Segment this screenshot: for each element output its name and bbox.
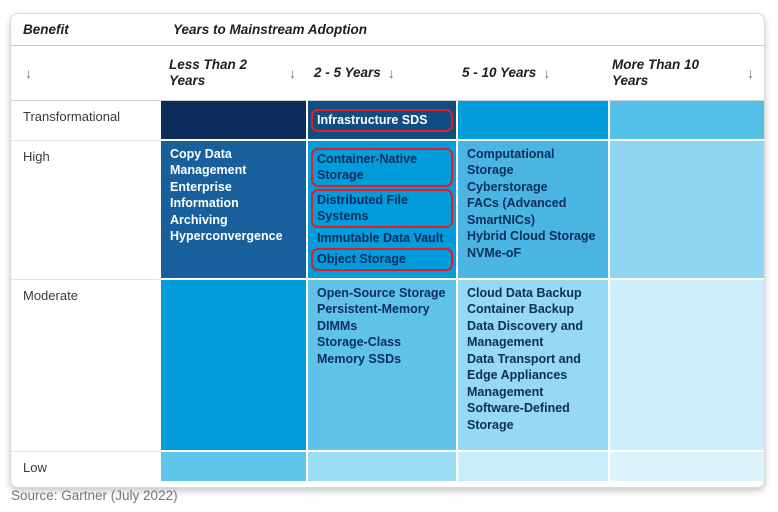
column-header-5-10-years: 5 - 10 Years ↓ bbox=[454, 46, 604, 100]
tech-item-object-storage-highlighted: Object Storage bbox=[311, 248, 453, 271]
row-label-transformational: Transformational bbox=[11, 101, 159, 139]
tech-item: Open-Source Storage bbox=[317, 285, 446, 300]
adoption-matrix-card: Benefit Years to Mainstream Adoption ↓ L… bbox=[10, 13, 765, 488]
matrix-row-moderate: Moderate Open-Source Storage Persistent-… bbox=[11, 277, 764, 450]
cell-low-less-than-2-years bbox=[161, 451, 306, 481]
column-header-2-5-years: 2 - 5 Years ↓ bbox=[306, 46, 454, 100]
cell-transformational-2-5-years: Infrastructure SDS bbox=[308, 101, 456, 139]
sort-arrow-icon: ↓ bbox=[289, 65, 296, 81]
tech-item: Cloud Data Backup bbox=[467, 285, 582, 300]
tech-item: Cyberstorage bbox=[467, 179, 548, 194]
cell-moderate-more-than-10-years bbox=[610, 279, 764, 450]
cell-moderate-less-than-2-years bbox=[161, 279, 306, 450]
matrix-row-low: Low bbox=[11, 449, 764, 481]
sort-arrow-icon: ↓ bbox=[387, 65, 395, 81]
column-header-less-than-2-years: Less Than 2 Years ↓ bbox=[161, 46, 306, 100]
tech-item-container-native-storage-highlighted: Container-Native Storage bbox=[311, 147, 453, 187]
cell-transformational-5-10-years bbox=[458, 101, 608, 139]
card-bottom-padding bbox=[11, 480, 764, 487]
tech-item-distributed-file-systems-highlighted: Distributed File Systems bbox=[311, 188, 453, 228]
sort-arrow-icon: ↓ bbox=[25, 65, 32, 81]
column-header-label: Less Than 2 Years bbox=[169, 57, 248, 88]
cell-moderate-5-10-years: Cloud Data Backup Container Backup Data … bbox=[458, 279, 608, 450]
benefit-axis-header: Benefit bbox=[23, 22, 69, 37]
tech-item: Software-Defined Storage bbox=[467, 401, 570, 432]
row-label-moderate: Moderate bbox=[11, 278, 159, 450]
matrix-row-transformational: Transformational Infrastructure SDS bbox=[11, 101, 764, 139]
sort-arrow-icon: ↓ bbox=[543, 65, 551, 81]
cell-high-5-10-years: Computational Storage Cyberstorage FACs … bbox=[458, 140, 608, 278]
tech-item: Immutable Data Vault bbox=[317, 230, 444, 245]
column-header-row: ↓ Less Than 2 Years ↓ 2 - 5 Years ↓ 5 - … bbox=[11, 46, 764, 101]
cell-high-more-than-10-years bbox=[610, 140, 764, 278]
tech-item: FACs (Advanced SmartNICs) bbox=[467, 196, 567, 227]
sort-arrow-icon: ↓ bbox=[747, 65, 754, 81]
cell-low-more-than-10-years bbox=[610, 451, 764, 481]
tech-item: Data Discovery and Management bbox=[467, 318, 584, 350]
cell-moderate-2-5-years: Open-Source Storage Persistent-Memory DI… bbox=[308, 279, 456, 450]
adoption-axis-header: Years to Mainstream Adoption bbox=[173, 22, 368, 37]
tech-item-infrastructure-sds-highlighted: Infrastructure SDS bbox=[311, 109, 453, 132]
matrix-row-high: High Copy Data Management Enterprise Inf… bbox=[11, 138, 764, 278]
row-label-low: Low bbox=[11, 450, 159, 481]
column-header-label: 2 - 5 Years bbox=[314, 65, 381, 80]
source-attribution: Source: Gartner (July 2022) bbox=[11, 488, 178, 503]
tech-item: Persistent-Memory DIMMs bbox=[317, 302, 430, 333]
cell-transformational-less-than-2-years bbox=[161, 101, 306, 139]
column-header-label: More Than 10 Years bbox=[612, 57, 700, 88]
column-header-more-than-10-years: More Than 10 Years ↓ bbox=[604, 46, 764, 100]
benefit-sort-cell: ↓ bbox=[11, 46, 161, 100]
column-header-label: 5 - 10 Years bbox=[462, 65, 537, 80]
tech-item: Enterprise Information Archiving bbox=[170, 179, 239, 227]
tech-item: Hybrid Cloud Storage bbox=[467, 229, 596, 243]
tech-item: Computational Storage bbox=[467, 146, 555, 178]
cell-low-2-5-years bbox=[308, 451, 456, 481]
tech-item: NVMe-oF bbox=[467, 245, 522, 260]
tech-item: Copy Data Management bbox=[170, 146, 247, 178]
tech-item: Hyperconvergence bbox=[170, 229, 283, 243]
tech-item: Data Transport and Edge Appliances Manag… bbox=[467, 351, 581, 399]
cell-transformational-more-than-10-years bbox=[610, 101, 764, 139]
cell-high-2-5-years: Container-Native Storage Distributed Fil… bbox=[308, 140, 456, 278]
cell-high-less-than-2-years: Copy Data Management Enterprise Informat… bbox=[161, 140, 306, 278]
tech-item: Storage-Class Memory SSDs bbox=[317, 335, 402, 366]
cell-low-5-10-years bbox=[458, 451, 608, 481]
matrix-header-row: Benefit Years to Mainstream Adoption bbox=[11, 14, 764, 46]
tech-item: Container Backup bbox=[467, 302, 574, 316]
row-label-high: High bbox=[11, 139, 159, 278]
